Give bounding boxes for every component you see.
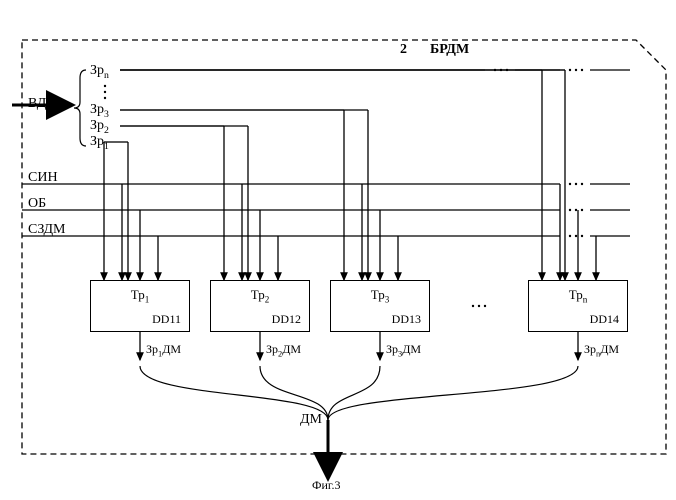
diagram-canvas: 2 БРДМ ВД СИН ОБ СЗДМ Зрn Зр3 Зр2 Зр1 Тр… <box>0 0 676 500</box>
label-szdm: СЗДМ <box>28 222 66 238</box>
block-tr2-name: Тр2 <box>251 287 270 305</box>
branch-1: Зр1 <box>90 134 109 152</box>
block-trn-code: DD14 <box>590 312 619 327</box>
title-num: 2 <box>400 42 407 58</box>
block-trn-name: Трn <box>569 287 588 305</box>
block-tr1-name: Тр1 <box>131 287 150 305</box>
title: БРДМ <box>430 42 469 58</box>
out-label-2: Зр2ДМ <box>266 342 301 358</box>
block-tr1-code: DD11 <box>152 312 181 327</box>
block-trn: Трn DD14 <box>528 280 628 332</box>
block-tr3-name: Тр3 <box>371 287 390 305</box>
merge-label: ДМ <box>300 412 322 428</box>
block-tr3: Тр3 DD13 <box>330 280 430 332</box>
block-tr2-code: DD12 <box>272 312 301 327</box>
out-label-3: Зр3ДМ <box>386 342 421 358</box>
label-ob: ОБ <box>28 196 46 212</box>
label-sin: СИН <box>28 170 58 186</box>
block-tr3-code: DD13 <box>392 312 421 327</box>
branch-n: Зрn <box>90 63 109 81</box>
out-label-n: ЗрnДМ <box>584 342 619 358</box>
label-vd: ВД <box>28 96 46 112</box>
figure-label: Фиг.3 <box>312 478 340 493</box>
block-tr2: Тр2 DD12 <box>210 280 310 332</box>
block-tr1: Тр1 DD11 <box>90 280 190 332</box>
out-label-1: Зр1ДМ <box>146 342 181 358</box>
